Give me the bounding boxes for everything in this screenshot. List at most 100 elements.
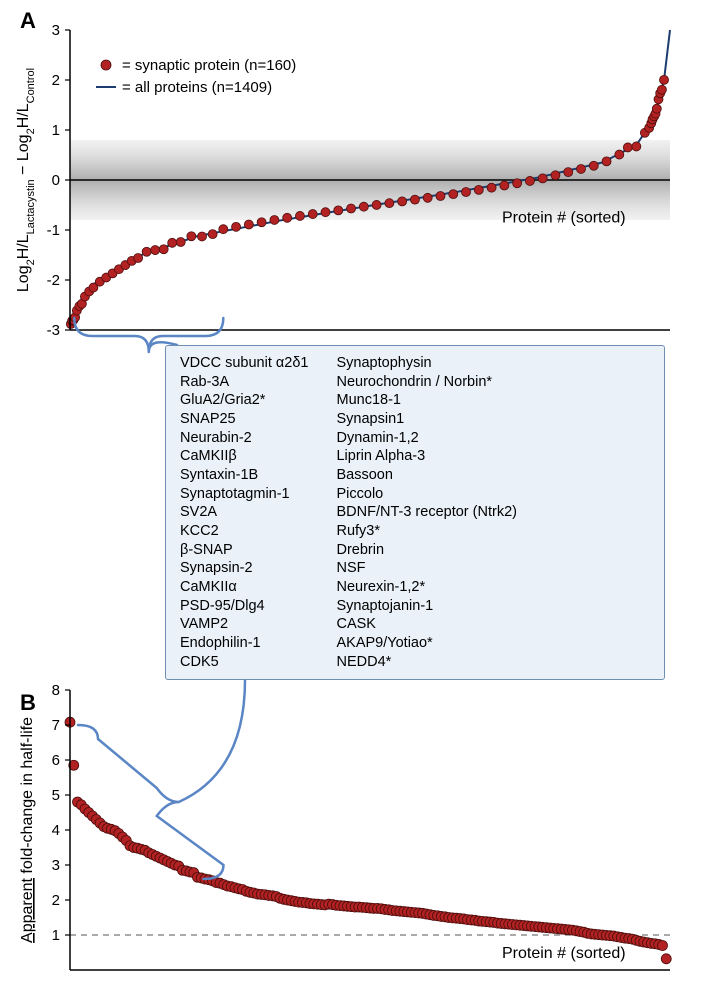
y-tick-label: 8 [52,682,60,699]
synaptic-marker [159,245,168,254]
synaptic-marker [151,246,160,255]
protein-name: Rufy3* [336,522,516,541]
synaptic-marker [321,208,330,217]
synaptic-marker [257,218,266,227]
protein-name: Drebrin [336,541,516,560]
synaptic-marker [577,164,586,173]
y-tick-label: 2 [52,892,60,909]
protein-name: β-SNAP [180,541,308,560]
protein-name: Neurochondrin / Norbin* [336,373,516,392]
protein-name: Synaptophysin [336,354,516,373]
y-tick-label: 3 [52,857,60,874]
protein-name: Dynamin-1,2 [336,429,516,448]
synaptic-marker [410,195,419,204]
panel-b-svg: 12345678Apparent fold-change in half-lif… [0,660,709,982]
panel-a-svg: -3-2-10123Log2H/LLactacystin − Log2H/LCo… [0,0,709,360]
synaptic-marker [134,254,143,263]
synaptic-marker [270,215,279,224]
synaptic-marker [660,75,669,84]
synaptic-marker [142,247,151,256]
synaptic-marker [602,157,611,166]
synaptic-marker [615,150,624,159]
brace-b-pointer [179,680,245,802]
legend-a: = synaptic protein (n=160) = all proteins… [96,57,296,96]
x-axis-label-b: Protein # (sorted) [502,945,626,962]
synaptic-marker [198,232,207,241]
protein-name: Synaptojanin-1 [336,597,516,616]
panel-letter-a: A [20,8,36,33]
synaptic-marker [661,954,671,964]
y-axis-label-a: Log2H/LLactacystin − Log2H/LControl [15,68,37,292]
y-tick-label: 6 [52,752,60,769]
protein-name: KCC2 [180,522,308,541]
protein-name: Piccolo [336,485,516,504]
protein-list-box: VDCC subunit α2δ1Rab-3AGluA2/Gria2*SNAP2… [165,345,665,680]
synaptic-marker [244,220,253,229]
protein-name: Munc18-1 [336,391,516,410]
y-tick-label: 3 [52,22,60,39]
synaptic-marker [187,232,196,241]
synaptic-marker [423,193,432,202]
synaptic-marker [168,238,177,247]
synaptic-marker [657,85,666,94]
protein-list-col2: SynaptophysinNeurochondrin / Norbin*Munc… [336,354,516,671]
y-tick-label: 4 [52,822,60,839]
protein-name: BDNF/NT-3 receptor (Ntrk2) [336,503,516,522]
protein-name: SV2A [180,503,308,522]
synaptic-marker [208,230,217,239]
protein-name: VDCC subunit α2δ1 [180,354,308,373]
protein-name: PSD-95/Dlg4 [180,597,308,616]
y-tick-label: 0 [52,172,60,189]
protein-name: NEDD4* [336,653,516,672]
synaptic-marker [658,941,668,951]
synaptic-marker [334,206,343,215]
synaptic-marker [436,191,445,200]
protein-name: Endophilin-1 [180,634,308,653]
synaptic-marker [385,199,394,208]
y-tick-label: 5 [52,787,60,804]
legend-item: = synaptic protein (n=160) [122,57,296,74]
y-tick-label: 2 [52,72,60,89]
protein-name: AKAP9/Yotiao* [336,634,516,653]
protein-name: VAMP2 [180,615,308,634]
y-tick-label: -3 [47,322,60,339]
y-tick-label: 7 [52,717,60,734]
synaptic-marker [359,202,368,211]
protein-name: Liprin Alpha-3 [336,447,516,466]
synaptic-marker [500,181,509,190]
protein-name: Synapsin1 [336,410,516,429]
protein-name: CaMKIIβ [180,447,308,466]
synaptic-marker [295,211,304,220]
protein-name: Synaptotagmin-1 [180,485,308,504]
protein-name: Rab-3A [180,373,308,392]
y-axis-label-b: Apparent fold-change in half-life [19,717,36,943]
synaptic-marker [632,142,641,151]
figure-root: -3-2-10123Log2H/LLactacystin − Log2H/LCo… [0,0,709,1002]
synaptic-markers-b [65,717,671,964]
protein-name: Neurexin-1,2* [336,578,516,597]
protein-name: GluA2/Gria2* [180,391,308,410]
synaptic-marker [513,179,522,188]
synaptic-marker [525,176,534,185]
synaptic-marker [372,200,381,209]
y-tick-label: -2 [47,272,60,289]
synaptic-marker [487,183,496,192]
protein-name: CASK [336,615,516,634]
synaptic-marker [564,168,573,177]
synaptic-marker [176,238,185,247]
synaptic-marker [283,213,292,222]
protein-name: CDK5 [180,653,308,672]
synaptic-marker [347,204,356,213]
synaptic-marker [652,104,661,113]
synaptic-marker [449,190,458,199]
legend-item: = all proteins (n=1409) [122,79,272,96]
protein-name: Neurabin-2 [180,429,308,448]
synaptic-marker [538,174,547,183]
synaptic-marker [623,143,632,152]
synaptic-marker [219,225,228,234]
synaptic-marker [398,197,407,206]
protein-name: Bassoon [336,466,516,485]
protein-name: NSF [336,559,516,578]
protein-name: CaMKIIα [180,578,308,597]
synaptic-marker [232,222,241,231]
